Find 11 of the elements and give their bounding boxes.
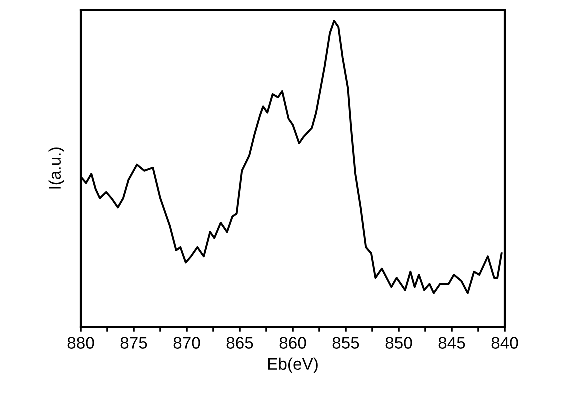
x-tick-label: 840	[492, 337, 518, 349]
y-axis-title: I(a.u.)	[48, 148, 64, 189]
x-tick-label: 860	[280, 337, 306, 349]
x-tick-label: 865	[226, 337, 254, 349]
x-tick-label: 870	[174, 337, 200, 349]
x-tick-label: 855	[332, 337, 360, 349]
x-tick-label: 875	[120, 337, 148, 349]
x-tick-label: 880	[68, 337, 94, 349]
x-tick-label: 845	[438, 337, 466, 349]
x-tick-label: 850	[386, 337, 412, 349]
x-axis-title: Eb(eV)	[268, 358, 318, 374]
